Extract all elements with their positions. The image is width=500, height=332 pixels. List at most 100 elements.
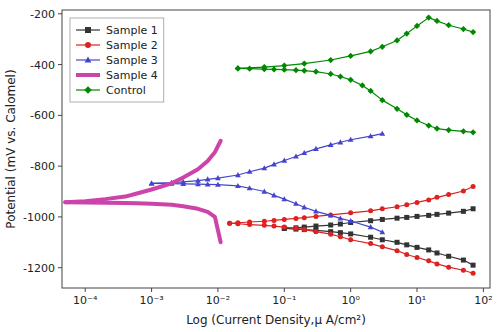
data-point	[313, 146, 319, 151]
data-point	[337, 73, 343, 79]
data-point	[261, 64, 267, 70]
y-tick	[58, 216, 62, 217]
data-point	[446, 127, 452, 133]
data-point	[235, 172, 241, 177]
data-point	[461, 189, 466, 194]
data-point	[368, 235, 373, 240]
x-tick-label: 10⁻³	[139, 294, 163, 307]
x-tick	[483, 288, 484, 292]
y-tick-label: -200	[30, 8, 55, 21]
data-point	[470, 129, 476, 135]
data-point	[281, 158, 287, 163]
data-point	[227, 221, 232, 226]
series-line	[65, 141, 220, 202]
data-point	[395, 204, 400, 209]
data-point	[395, 248, 400, 253]
data-point	[434, 250, 439, 255]
data-point	[328, 71, 334, 77]
data-point	[368, 133, 374, 138]
data-point	[446, 265, 451, 270]
legend-swatch	[76, 73, 100, 77]
data-point	[368, 208, 373, 213]
data-point	[271, 161, 277, 166]
data-point	[434, 212, 439, 217]
data-point	[247, 185, 253, 190]
data-point	[293, 225, 298, 230]
data-point	[348, 237, 353, 242]
data-point	[227, 221, 232, 226]
data-point	[379, 97, 385, 103]
data-point	[470, 29, 476, 35]
data-point	[282, 217, 287, 222]
data-point	[293, 227, 298, 232]
data-point	[395, 240, 400, 245]
data-point	[261, 165, 267, 170]
data-point	[461, 209, 466, 214]
data-point	[272, 224, 277, 229]
data-point	[247, 169, 253, 174]
data-point	[379, 229, 385, 234]
plot-data	[65, 14, 476, 275]
data-point	[272, 218, 277, 223]
data-point	[414, 23, 420, 29]
data-point	[404, 242, 409, 247]
data-point	[247, 219, 252, 224]
series-line	[230, 186, 473, 223]
y-tick-label: -600	[30, 109, 55, 122]
data-point	[368, 48, 374, 54]
series-line	[65, 202, 220, 242]
y-tick-label: -1200	[23, 262, 55, 275]
data-point	[379, 131, 385, 136]
data-point	[426, 197, 431, 202]
legend-label: Sample 3	[106, 54, 158, 67]
data-point	[348, 53, 354, 59]
data-point	[348, 218, 354, 223]
legend-label: Control	[106, 84, 146, 97]
data-point	[415, 255, 420, 260]
data-point	[235, 220, 240, 225]
y-tick	[58, 64, 62, 65]
legend-label: Sample 4	[106, 69, 158, 82]
data-point	[380, 237, 385, 242]
data-point	[380, 244, 385, 249]
data-point	[368, 218, 373, 223]
y-tick	[58, 166, 62, 167]
data-point	[461, 268, 466, 273]
data-point	[415, 245, 420, 250]
legend-label: Sample 2	[106, 39, 158, 52]
data-point	[246, 66, 252, 72]
x-tick-label: 10¹	[408, 294, 426, 307]
data-point	[379, 44, 385, 50]
data-point	[235, 65, 241, 71]
data-point	[281, 196, 287, 201]
data-point	[404, 202, 409, 207]
data-point	[293, 201, 299, 206]
data-point	[461, 258, 466, 263]
y-tick-label: -400	[30, 59, 55, 72]
data-point	[215, 182, 221, 187]
data-point	[205, 181, 211, 186]
data-point	[195, 178, 201, 183]
data-point	[434, 18, 440, 24]
legend-marker	[85, 42, 91, 48]
data-point	[328, 223, 333, 228]
data-point	[313, 229, 318, 234]
data-point	[261, 189, 267, 194]
data-point	[426, 14, 432, 20]
x-tick-label: 10⁰	[341, 294, 360, 307]
data-point	[215, 175, 221, 180]
data-point	[328, 212, 334, 217]
data-point	[426, 247, 431, 252]
data-point	[471, 206, 476, 211]
data-point	[426, 122, 432, 128]
x-tick-label: 10⁻¹	[272, 294, 296, 307]
data-point	[446, 192, 451, 197]
x-tick	[85, 288, 86, 292]
data-point	[338, 222, 343, 227]
data-point	[262, 219, 267, 224]
y-tick	[58, 267, 62, 268]
data-point	[348, 77, 354, 83]
plot-frame	[62, 10, 490, 288]
data-point	[394, 106, 400, 112]
legend-marker	[85, 56, 92, 62]
